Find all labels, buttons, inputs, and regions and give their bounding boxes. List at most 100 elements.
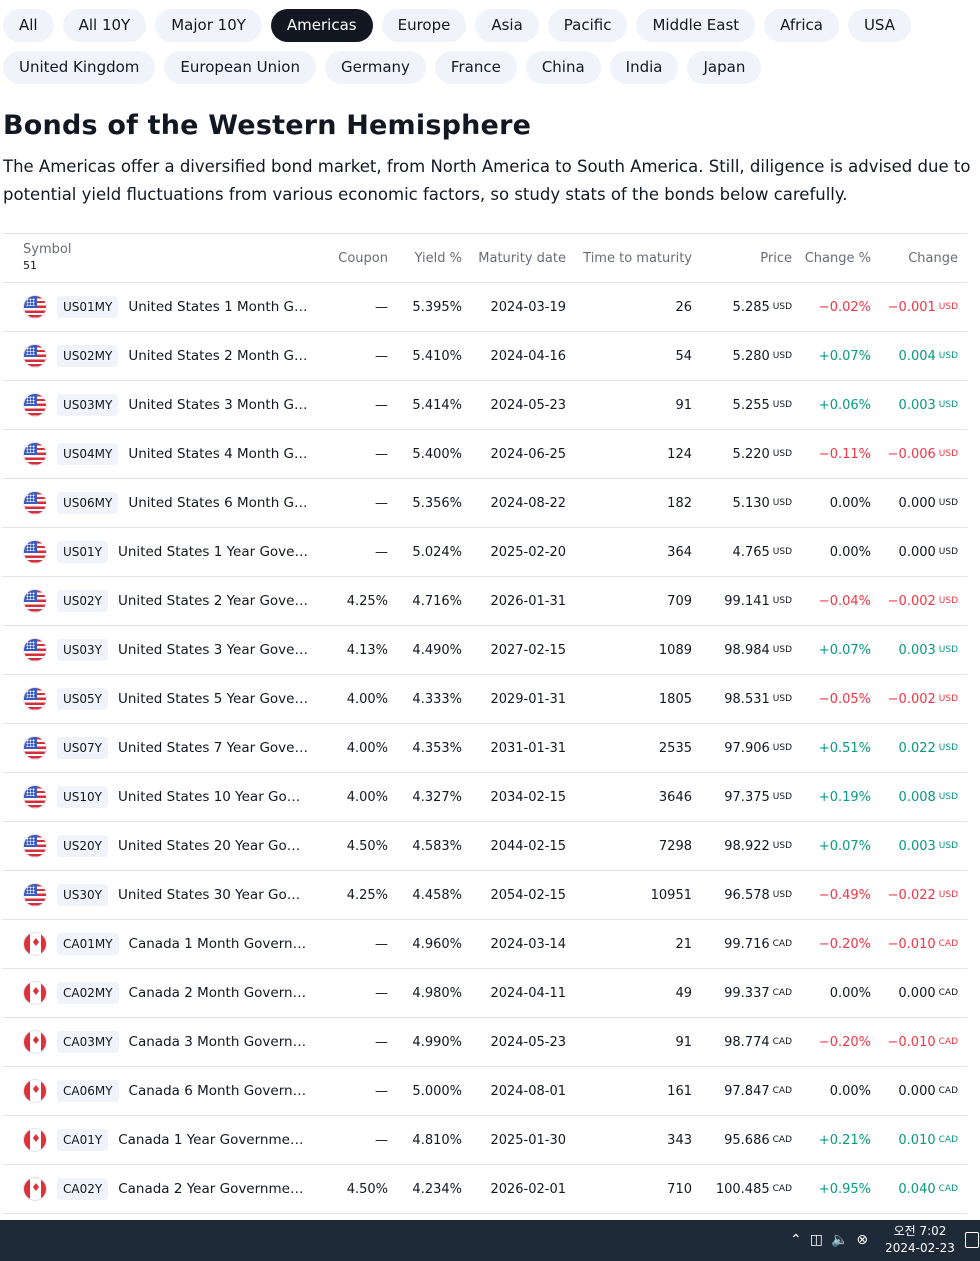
column-header-coupon[interactable]: Coupon: [338, 250, 388, 266]
bond-description[interactable]: United States 3 Month Gove…: [128, 397, 313, 413]
market-filter-bar: All All 10Y Major 10Y Americas Europe Asia Pac…: [3, 9, 973, 93]
table-row[interactable]: US03Y United States 3 Year Govern… 4.13% 4.…: [3, 626, 967, 675]
table-row[interactable]: US01Y United States 1 Year Govern… — 5.024%…: [3, 528, 967, 577]
bond-description[interactable]: United States 10 Year Gover…: [118, 789, 308, 805]
filter-pill-france[interactable]: France: [434, 51, 517, 84]
table-row[interactable]: CA02MY Canada 2 Month Governmen… — 4.980% 20…: [3, 969, 967, 1018]
table-row[interactable]: US06MY United States 6 Month Gove… — 5.356%…: [3, 479, 967, 528]
ticker-badge[interactable]: US05Y: [57, 688, 108, 710]
mic-off-icon[interactable]: ⊗: [856, 1232, 869, 1248]
column-header-change-percent[interactable]: Change %: [804, 250, 871, 266]
table-row[interactable]: US02MY United States 2 Month Gove… — 5.410%…: [3, 332, 967, 381]
maturity-date-cell: 2025-01-30: [490, 1132, 566, 1148]
filter-pill-all[interactable]: All: [3, 9, 54, 42]
filter-pill-japan[interactable]: Japan: [687, 51, 762, 84]
taskbar-clock[interactable]: 오전 7:02 2024-02-23: [880, 1223, 960, 1257]
ticker-badge[interactable]: US06MY: [57, 492, 119, 514]
notification-icon[interactable]: [965, 1232, 979, 1248]
volume-icon[interactable]: 🔈: [830, 1232, 849, 1248]
currency-label: USD: [772, 645, 792, 655]
table-row[interactable]: US02Y United States 2 Year Govern… 4.25% 4.…: [3, 577, 967, 626]
yield-cell: 4.716%: [412, 593, 462, 609]
filter-pill-middle-east[interactable]: Middle East: [636, 9, 756, 42]
column-header-yield[interactable]: Yield %: [414, 250, 462, 266]
table-row[interactable]: US05Y United States 5 Year Govern… 4.00% 4.…: [3, 675, 967, 724]
change-percent-cell: +0.07%: [818, 838, 871, 854]
yield-cell: 5.000%: [412, 1083, 462, 1099]
ticker-badge[interactable]: CA01MY: [57, 933, 119, 955]
ticker-badge[interactable]: US02MY: [57, 345, 119, 367]
network-icon[interactable]: ◫: [809, 1232, 823, 1248]
column-header-maturity-date[interactable]: Maturity date: [478, 250, 566, 266]
ticker-badge[interactable]: US03Y: [57, 639, 108, 661]
column-header-time-to-maturity[interactable]: Time to maturity: [583, 250, 692, 266]
filter-pill-germany[interactable]: Germany: [324, 51, 426, 84]
table-row[interactable]: CA01MY Canada 1 Month Governmen… — 4.960% 20…: [3, 920, 967, 969]
bond-description[interactable]: United States 1 Month Gove…: [128, 299, 313, 315]
ticker-badge[interactable]: US03MY: [57, 394, 119, 416]
table-row[interactable]: US30Y United States 30 Year Gover… 4.25% 4.…: [3, 871, 967, 920]
yield-cell: 5.400%: [412, 446, 462, 462]
filter-pill-europe[interactable]: Europe: [381, 9, 467, 42]
bond-description[interactable]: Canada 6 Month Governmen…: [128, 1083, 313, 1099]
filter-pill-united-kingdom[interactable]: United Kingdom: [3, 51, 156, 84]
bond-description[interactable]: United States 2 Year Govern…: [118, 593, 308, 609]
ticker-badge[interactable]: CA02Y: [57, 1178, 109, 1200]
bond-description[interactable]: Canada 2 Month Governmen…: [128, 985, 313, 1001]
currency-label: USD: [772, 743, 792, 753]
price-cell: 97.847 CAD: [692, 1084, 792, 1099]
bond-description[interactable]: United States 30 Year Gover…: [118, 887, 308, 903]
table-row[interactable]: US07Y United States 7 Year Govern… 4.00% 4.…: [3, 724, 967, 773]
filter-pill-asia[interactable]: Asia: [475, 9, 539, 42]
filter-pill-usa[interactable]: USA: [847, 9, 911, 42]
bond-description[interactable]: United States 4 Month Gove…: [128, 446, 313, 462]
column-header-symbol[interactable]: Symbol 51: [3, 234, 313, 282]
filter-pill-european-union[interactable]: European Union: [164, 51, 316, 84]
column-header-price[interactable]: Price: [760, 250, 792, 266]
filter-pill-india[interactable]: India: [609, 51, 679, 84]
coupon-cell: 4.25%: [346, 887, 388, 903]
filter-pill-pacific[interactable]: Pacific: [547, 9, 628, 42]
table-row[interactable]: US03MY United States 3 Month Gove… — 5.414%…: [3, 381, 967, 430]
ticker-badge[interactable]: US01Y: [57, 541, 108, 563]
ticker-badge[interactable]: CA06MY: [57, 1080, 119, 1102]
column-header-change[interactable]: Change: [908, 250, 958, 266]
price-cell: 5.220 USD: [692, 447, 792, 462]
price-value: 98.984: [724, 642, 770, 658]
ticker-badge[interactable]: US20Y: [57, 835, 108, 857]
ticker-badge[interactable]: CA02MY: [57, 982, 119, 1004]
table-row[interactable]: CA01Y Canada 1 Year Government … — 4.810% 20…: [3, 1116, 967, 1165]
table-row[interactable]: US20Y United States 20 Year Gover… 4.50% 4.…: [3, 822, 967, 871]
bond-description[interactable]: Canada 1 Month Governmen…: [128, 936, 313, 952]
filter-pill-major-10y[interactable]: Major 10Y: [155, 9, 262, 42]
bond-description[interactable]: Canada 3 Month Governmen…: [128, 1034, 313, 1050]
chevron-up-icon[interactable]: ⌃: [790, 1232, 802, 1248]
table-row[interactable]: CA06MY Canada 6 Month Governmen… — 5.000% 20…: [3, 1067, 967, 1116]
bond-description[interactable]: United States 7 Year Govern…: [118, 740, 308, 756]
table-row[interactable]: US10Y United States 10 Year Gover… 4.00% 4.…: [3, 773, 967, 822]
bond-description[interactable]: United States 20 Year Gover…: [118, 838, 308, 854]
filter-pill-china[interactable]: China: [525, 51, 601, 84]
ticker-badge[interactable]: CA03MY: [57, 1031, 119, 1053]
ticker-badge[interactable]: CA01Y: [57, 1129, 109, 1151]
ticker-badge[interactable]: US02Y: [57, 590, 108, 612]
bond-description[interactable]: Canada 2 Year Government …: [118, 1181, 309, 1197]
table-row[interactable]: CA02Y Canada 2 Year Government … 4.50% 4.23…: [3, 1165, 967, 1214]
table-row[interactable]: US01MY United States 1 Month Gove… — 5.395%…: [3, 283, 967, 332]
bond-description[interactable]: United States 2 Month Gove…: [128, 348, 313, 364]
ticker-badge[interactable]: US07Y: [57, 737, 108, 759]
table-row[interactable]: CA03MY Canada 3 Month Governmen… — 4.990% 20…: [3, 1018, 967, 1067]
ticker-badge[interactable]: US10Y: [57, 786, 108, 808]
ticker-badge[interactable]: US01MY: [57, 296, 119, 318]
ticker-badge[interactable]: US04MY: [57, 443, 119, 465]
bond-description[interactable]: United States 1 Year Govern…: [118, 544, 308, 560]
filter-pill-africa[interactable]: Africa: [764, 9, 839, 42]
table-row[interactable]: US04MY United States 4 Month Gove… — 5.400%…: [3, 430, 967, 479]
filter-pill-americas[interactable]: Americas: [270, 9, 373, 42]
bond-description[interactable]: United States 3 Year Govern…: [118, 642, 308, 658]
filter-pill-all-10y[interactable]: All 10Y: [62, 9, 147, 42]
bond-description[interactable]: Canada 1 Year Government …: [118, 1132, 309, 1148]
bond-description[interactable]: United States 5 Year Govern…: [118, 691, 308, 707]
ticker-badge[interactable]: US30Y: [57, 884, 108, 906]
bond-description[interactable]: United States 6 Month Gove…: [128, 495, 313, 511]
